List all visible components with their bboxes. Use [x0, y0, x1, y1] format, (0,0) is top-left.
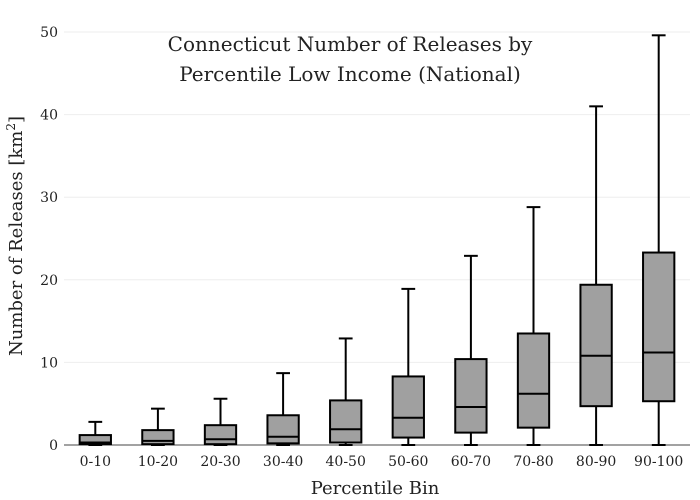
x-tick-label-1: 10-20 [138, 454, 178, 470]
y-tick-labels: 0 10 20 30 40 50 [40, 25, 58, 454]
y-tick-label-0: 0 [49, 438, 58, 454]
iqr-box [516, 332, 551, 429]
x-tick-label-8: 80-90 [576, 454, 616, 470]
y-tick-label-5: 50 [40, 25, 58, 41]
iqr-box [266, 414, 300, 445]
iqr-box [579, 283, 613, 408]
box-70-80 [516, 206, 551, 446]
x-tick-label-4: 40-50 [326, 454, 366, 470]
x-axis-title: Percentile Bin [311, 478, 440, 499]
y-axis-title-close: ] [6, 116, 27, 123]
box-40-50 [329, 337, 363, 446]
iqr-box [391, 375, 425, 439]
box-10-20 [141, 407, 175, 446]
y-tick-label-1: 10 [40, 355, 58, 371]
x-tick-label-7: 70-80 [513, 454, 553, 470]
chart-title-line-2: Percentile Low Income (National) [179, 62, 521, 86]
box-20-30 [203, 397, 238, 446]
iqr-box [78, 434, 112, 446]
x-tick-label-9: 90-100 [634, 454, 683, 470]
y-tick-label-3: 30 [40, 190, 58, 206]
y-tick-label-4: 40 [40, 108, 58, 124]
y-axis-title: Number of Releases [km2] [4, 116, 27, 356]
box-60-70 [454, 254, 488, 446]
iqr-box [141, 429, 175, 446]
box-0-10 [78, 420, 112, 446]
chart-title-line-1: Connecticut Number of Releases by [168, 32, 533, 56]
boxes [78, 34, 676, 446]
box-30-40 [266, 372, 300, 446]
iqr-box [329, 399, 363, 444]
y-axis-title-sup: 2 [4, 123, 18, 131]
x-tick-label-2: 20-30 [200, 454, 240, 470]
box-90-100 [642, 34, 676, 446]
x-tick-labels: 0-10 10-20 20-30 30-40 40-50 50-60 60-70 70-80 8… [80, 454, 684, 470]
y-axis-title-main: Number of Releases [km [6, 131, 27, 356]
iqr-box [203, 424, 238, 446]
x-tick-label-3: 30-40 [263, 454, 303, 470]
box-80-90 [579, 105, 613, 446]
x-tick-label-0: 0-10 [80, 454, 111, 470]
x-tick-label-5: 50-60 [388, 454, 428, 470]
iqr-box [642, 251, 676, 403]
box-50-60 [391, 287, 425, 446]
x-tick-label-6: 60-70 [451, 454, 491, 470]
iqr-box [454, 358, 488, 434]
y-tick-label-2: 20 [40, 273, 58, 289]
